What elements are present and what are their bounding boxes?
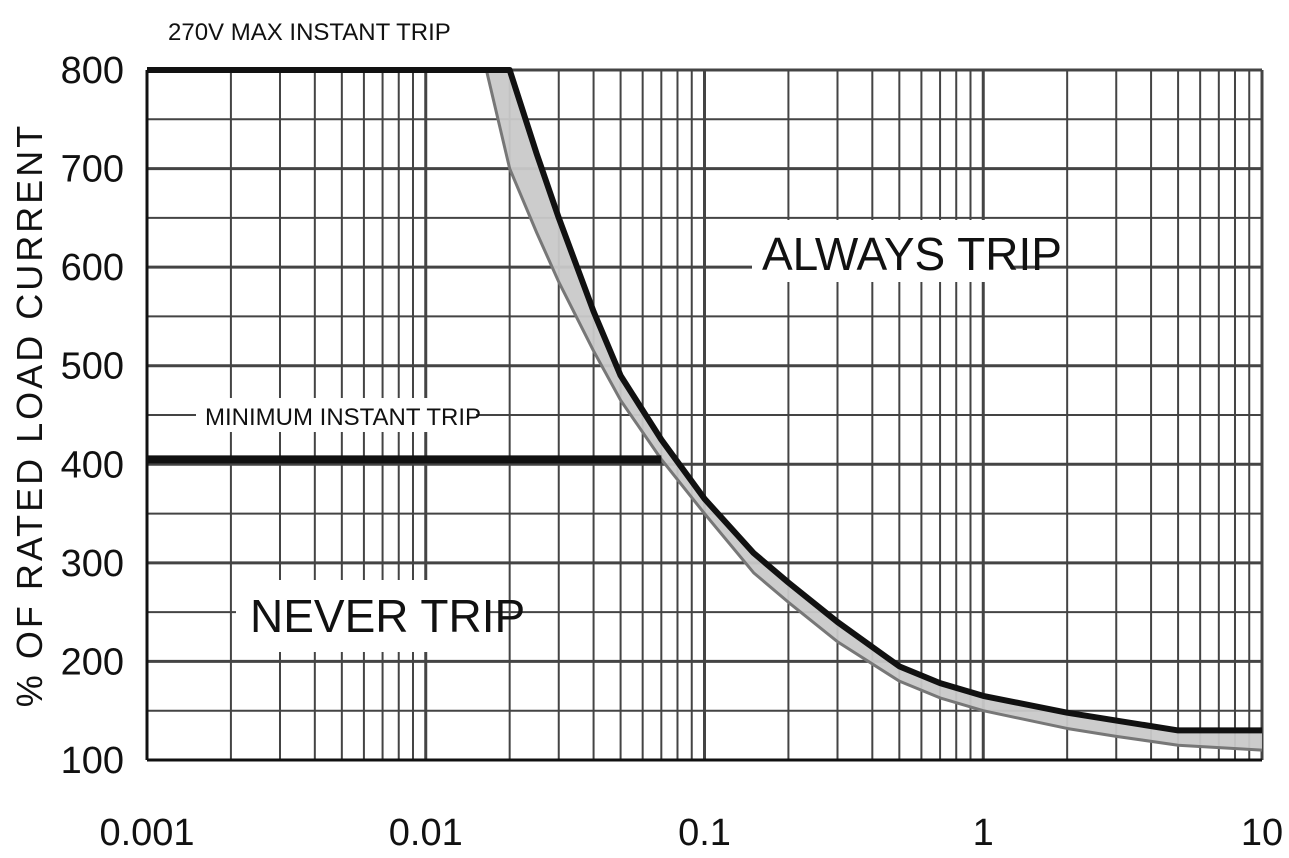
x-tick-label: 0.01 [389,812,463,854]
y-axis-label: % OF RATED LOAD CURRENT [9,123,50,707]
always-trip-label: ALWAYS TRIP [762,228,1062,280]
y-tick-label: 200 [61,641,124,683]
y-tick-label: 700 [61,149,124,191]
max-instant-trip-label: 270V MAX INSTANT TRIP [168,19,451,46]
y-tick-label: 300 [61,543,124,585]
x-tick-label: 0.1 [678,812,731,854]
trip-lines [147,67,1263,752]
y-tick-label: 500 [61,346,124,388]
never-trip-label-bg [236,580,490,652]
x-tick-labels: 0.001 0.01 0.1 1 10 [99,812,1283,854]
min-trip-label-bg [196,398,476,432]
annotation-backgrounds [196,220,1010,652]
series-lower-curve [484,69,1263,752]
y-tick-labels: 100 200 300 400 500 600 700 800 [61,50,124,782]
x-tick-label: 10 [1241,812,1283,854]
y-tick-label: 800 [61,50,124,92]
x-tick-label: 1 [973,812,994,854]
x-tick-label: 0.001 [99,812,194,854]
series-upper-curve [147,67,1262,734]
y-tick-label: 100 [61,740,124,782]
never-trip-label: NEVER TRIP [250,590,525,642]
min-instant-trip-label: MINIMUM INSTANT TRIP [205,404,481,431]
y-tick-label: 400 [61,444,124,486]
y-tick-label: 600 [61,247,124,289]
always-trip-label-bg [752,220,1010,282]
